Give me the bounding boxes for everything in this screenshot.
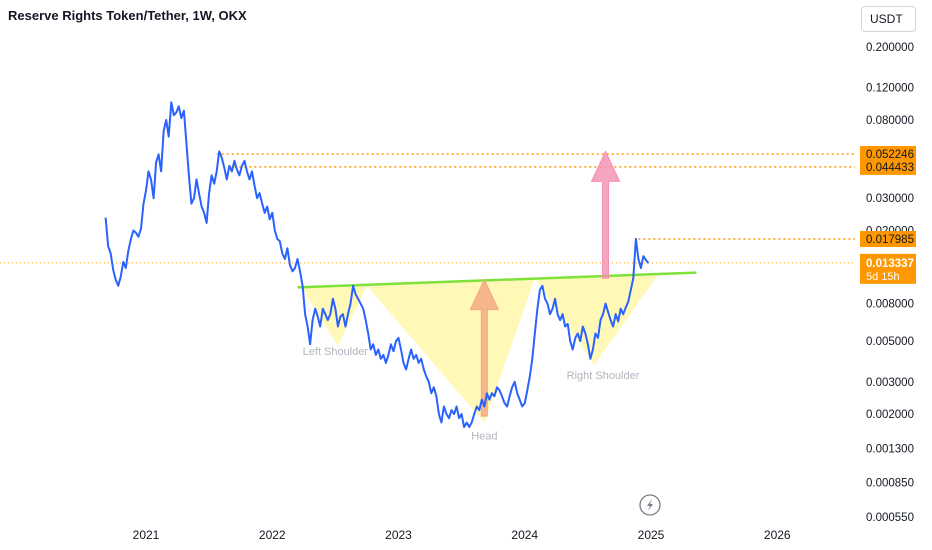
y-tick-label: 0.000850	[866, 477, 914, 489]
lightning-glyph	[647, 499, 653, 511]
price-series	[104, 101, 650, 428]
arrow-layer	[469, 150, 621, 417]
level-badge	[860, 146, 916, 163]
level-lines	[0, 153, 855, 264]
level-badge-label: 0.017985	[866, 234, 914, 246]
x-tick-label: 2024	[511, 528, 538, 542]
y-tick-label: 0.080000	[866, 115, 914, 127]
lightning-icon-group[interactable]	[639, 494, 661, 516]
x-tick-label: 2026	[764, 528, 791, 542]
y-tick-label: 0.001300	[866, 443, 914, 455]
x-tick-label: 2025	[638, 528, 665, 542]
x-tick-label: 2023	[385, 528, 412, 542]
y-tick-label: 0.030000	[866, 193, 914, 205]
y-tick-label: 0.120000	[866, 83, 914, 95]
neckline-layer	[297, 271, 697, 289]
last-price-badge	[860, 253, 916, 284]
currency-selector[interactable]: USDT	[861, 6, 916, 32]
countdown-label: 5d 15h	[866, 271, 900, 283]
pattern-triangle	[534, 273, 659, 366]
y-tick-label: 0.000550	[866, 512, 914, 524]
chart-title: Reserve Rights Token/Tether, 1W, OKX	[8, 8, 247, 23]
y-tick-label: 0.003000	[866, 377, 914, 389]
x-tick-label: 2021	[133, 528, 160, 542]
pattern-label: Head	[471, 431, 497, 443]
last-price-label: 0.013337	[866, 258, 914, 270]
level-badge	[860, 231, 916, 248]
level-badge	[860, 158, 916, 175]
annotation-layer: Left Shoulder Head Right Shoulder	[303, 346, 640, 443]
target-arrow	[590, 150, 621, 279]
x-tick-label: 2022	[259, 528, 286, 542]
y-tick-label: 0.002000	[866, 409, 914, 421]
pattern-label: Right Shoulder	[567, 370, 640, 382]
level-badge-label: 0.044433	[866, 162, 914, 174]
y-tick-label: 0.008000	[866, 299, 914, 311]
pattern-triangle	[366, 278, 535, 423]
level-badge-label: 0.052246	[866, 149, 914, 161]
y-tick-label: 0.005000	[866, 336, 914, 348]
price-line	[104, 101, 650, 428]
head-arrow	[469, 278, 500, 417]
pattern-label: Left Shoulder	[303, 346, 369, 358]
neckline	[297, 271, 697, 289]
y-tick-label: 0.200000	[866, 42, 914, 54]
x-axis[interactable]: 2021 2022 2023 2024 2025 2026	[133, 528, 791, 542]
